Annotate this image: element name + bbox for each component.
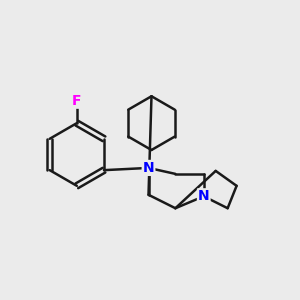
Text: N: N <box>143 161 154 175</box>
Text: F: F <box>72 94 82 108</box>
Text: N: N <box>198 189 210 203</box>
